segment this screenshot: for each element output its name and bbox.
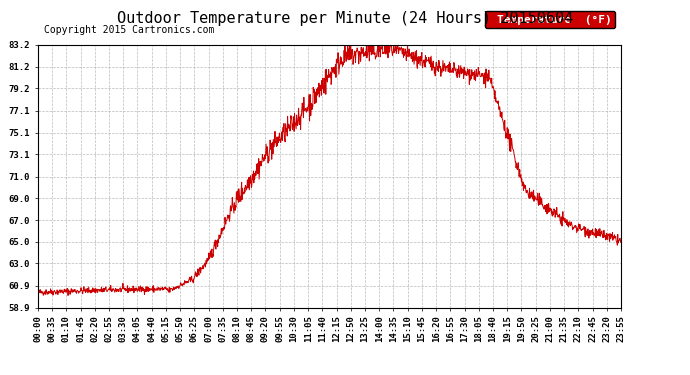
Text: Copyright 2015 Cartronics.com: Copyright 2015 Cartronics.com (43, 24, 214, 34)
Legend: Temperature  (°F): Temperature (°F) (485, 11, 615, 28)
Text: Outdoor Temperature per Minute (24 Hours) 20150604: Outdoor Temperature per Minute (24 Hours… (117, 11, 573, 26)
